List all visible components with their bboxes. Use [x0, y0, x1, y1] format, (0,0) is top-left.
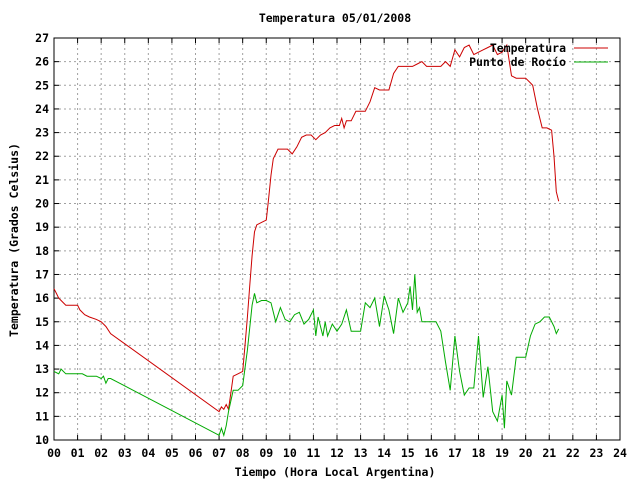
x-tick-label: 20 [519, 446, 533, 460]
tick-labels: 00 01 02 03 04 05 06 07 08 09 10 11 12 13 14 15 16 17 18 19… [35, 31, 627, 460]
y-tick-label: 20 [35, 197, 49, 211]
x-tick-label: 07 [212, 446, 226, 460]
y-tick-label: 21 [35, 173, 49, 187]
x-tick-label: 23 [589, 446, 603, 460]
grid [54, 38, 620, 440]
x-tick-label: 24 [613, 446, 627, 460]
y-tick-label: 15 [35, 315, 49, 329]
series-line-punto-de-rocio [53, 274, 560, 438]
x-tick-label: 19 [495, 446, 509, 460]
y-tick-label: 17 [35, 267, 49, 281]
x-tick-label: 15 [401, 446, 415, 460]
x-tick-label: 04 [141, 446, 155, 460]
y-tick-label: 18 [35, 244, 49, 258]
y-tick-label: 11 [35, 409, 49, 423]
y-tick-label: 19 [35, 220, 49, 234]
y-tick-label: 13 [35, 362, 49, 376]
x-tick-label: 17 [448, 446, 462, 460]
x-tick-label: 08 [236, 446, 250, 460]
x-tick-label: 11 [306, 446, 320, 460]
y-tick-label: 12 [35, 386, 49, 400]
chart-title: Temperatura 05/01/2008 [259, 11, 411, 25]
legend: Temperatura Punto de Rocío [469, 41, 608, 69]
series-line-temperatura [53, 43, 560, 413]
y-tick-label: 24 [35, 102, 49, 116]
y-tick-label: 26 [35, 55, 49, 69]
y-tick-label: 16 [35, 291, 49, 305]
y-tick-label: 14 [35, 338, 49, 352]
x-tick-label: 16 [424, 446, 438, 460]
x-tick-label: 10 [283, 446, 297, 460]
y-axis-label: Temperatura (Grados Celsius) [7, 143, 21, 337]
x-tick-label: 18 [472, 446, 486, 460]
x-tick-label: 05 [165, 446, 179, 460]
x-tick-label: 12 [330, 446, 344, 460]
x-tick-label: 00 [47, 446, 61, 460]
series-group [53, 43, 560, 438]
y-tick-label: 22 [35, 149, 49, 163]
legend-label-punto-de-rocio: Punto de Rocío [469, 55, 566, 69]
x-tick-label: 13 [354, 446, 368, 460]
x-tick-label: 14 [377, 446, 391, 460]
legend-label-temperatura: Temperatura [490, 41, 566, 55]
y-tick-label: 25 [35, 78, 49, 92]
x-tick-label: 09 [259, 446, 273, 460]
x-tick-label: 03 [118, 446, 132, 460]
x-axis-label: Tiempo (Hora Local Argentina) [235, 465, 436, 479]
x-tick-label: 22 [566, 446, 580, 460]
y-tick-label: 23 [35, 126, 49, 140]
x-tick-label: 21 [542, 446, 556, 460]
x-tick-label: 06 [189, 446, 203, 460]
y-tick-label: 27 [35, 31, 49, 45]
x-tick-label: 01 [71, 446, 85, 460]
axes [53, 37, 621, 441]
y-tick-label: 10 [35, 433, 49, 447]
x-tick-label: 02 [94, 446, 108, 460]
